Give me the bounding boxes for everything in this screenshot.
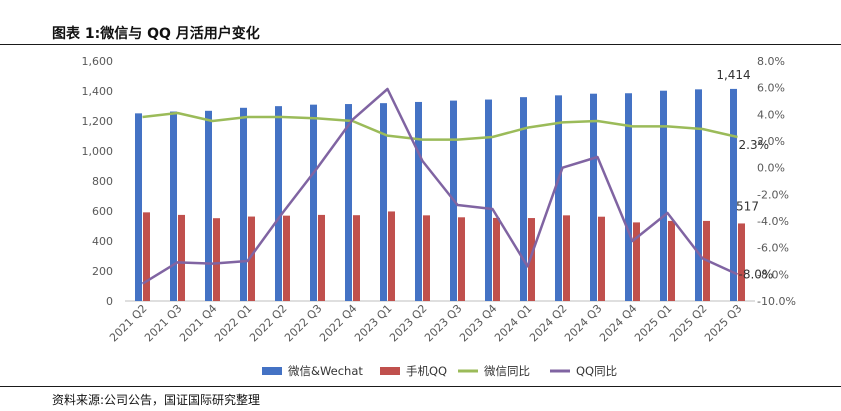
y-left-tick-label: 1,600 — [82, 55, 114, 68]
x-tick-label: 2022 Q4 — [317, 302, 360, 345]
x-tick-label: 2025 Q1 — [632, 302, 675, 345]
qq-bar — [528, 218, 535, 301]
chart-title: 图表 1:微信与 QQ 月活用户变化 — [52, 26, 260, 42]
wechat-bar — [310, 104, 317, 302]
x-tick-label: 2024 Q2 — [527, 302, 570, 345]
wechat-bar — [520, 97, 527, 302]
wechat-bar — [135, 113, 142, 301]
y-right-tick-label: 0.0% — [757, 162, 785, 175]
x-tick-label: 2024 Q4 — [597, 302, 640, 345]
x-tick-label: 2023 Q1 — [352, 302, 395, 345]
qq-bar — [143, 212, 150, 301]
x-tick-label: 2023 Q4 — [457, 302, 500, 345]
qq-bar — [318, 214, 325, 301]
legend-swatch — [262, 367, 282, 375]
y-left-tick-label: 600 — [92, 205, 113, 218]
wechat-bar — [625, 93, 632, 301]
wechat-bar — [485, 99, 492, 301]
y-right-tick-label: -4.0% — [757, 215, 789, 228]
x-tick-label: 2022 Q2 — [247, 302, 290, 345]
qq-bar — [668, 220, 675, 301]
legend-label: QQ同比 — [576, 364, 617, 378]
wechat-bar — [695, 89, 702, 301]
x-tick-label: 2022 Q3 — [282, 302, 325, 345]
y-left-tick-label: 1,000 — [82, 145, 114, 158]
y-left-tick-label: 1,400 — [82, 85, 114, 98]
y-right-tick-label: 6.0% — [757, 82, 785, 95]
wechat-growth-last-label: 2.3% — [739, 138, 770, 152]
qq-bar — [388, 211, 395, 301]
source-note: 资料来源:公司公告，国证国际研究整理 — [52, 393, 261, 407]
x-tick-label: 2021 Q4 — [177, 302, 220, 345]
legend-label: 微信&Wechat — [288, 364, 363, 378]
x-tick-label: 2025 Q2 — [667, 302, 710, 345]
y-right-tick-label: -2.0% — [757, 188, 789, 201]
x-tick-label: 2025 Q3 — [702, 302, 745, 345]
x-tick-label: 2021 Q2 — [107, 302, 150, 345]
title-bar: 图表 1:微信与 QQ 月活用户变化 — [0, 20, 841, 45]
qq-bar — [738, 223, 745, 301]
wechat-bar — [660, 90, 667, 301]
wechat-bar — [240, 107, 247, 301]
qq-bar — [598, 216, 605, 301]
qq-growth-line — [141, 87, 739, 285]
qq-bar — [423, 215, 430, 301]
wechat-bar — [345, 104, 352, 301]
wechat-bar — [590, 93, 597, 301]
qq-bar — [248, 216, 255, 301]
y-right-tick-label: -10.0% — [757, 295, 796, 308]
x-tick-label: 2023 Q2 — [387, 302, 430, 345]
qq-bar — [493, 217, 500, 301]
y-left-tick-label: 800 — [92, 175, 113, 188]
qq-bar — [178, 214, 185, 301]
qq-last-label: 517 — [736, 199, 759, 213]
wechat-bar — [415, 101, 422, 301]
qq-bar — [563, 215, 570, 301]
wechat-bar — [730, 88, 737, 302]
qq-bar — [283, 215, 290, 301]
qq-bar — [353, 215, 360, 301]
y-right-tick-label: -8.0% — [757, 268, 789, 281]
wechat-last-label: 1,414 — [716, 68, 750, 82]
y-right-tick-label: 8.0% — [757, 55, 785, 68]
wechat-bar — [205, 110, 212, 301]
wechat-bar — [380, 103, 387, 302]
x-tick-label: 2023 Q3 — [422, 302, 465, 345]
wechat-bar — [555, 95, 562, 301]
y-right-tick-label: 2.0% — [757, 135, 785, 148]
source-divider — [0, 386, 841, 387]
wechat-bar — [170, 111, 177, 301]
qq-bar — [213, 218, 220, 301]
qq-bar — [458, 217, 465, 301]
y-left-tick-label: 0 — [106, 295, 113, 308]
qq-bar — [633, 222, 640, 301]
legend-label: 手机QQ — [406, 364, 447, 378]
legend-label: 微信同比 — [484, 364, 530, 378]
x-tick-label: 2022 Q1 — [212, 302, 255, 345]
x-tick-label: 2021 Q3 — [142, 302, 185, 345]
y-left-tick-label: 400 — [92, 235, 113, 248]
wechat-growth-line — [142, 111, 738, 141]
qq-growth-last-label: -8.0% — [739, 267, 774, 281]
legend-swatch — [380, 367, 400, 375]
y-right-tick-label: 4.0% — [757, 108, 785, 121]
x-tick-label: 2024 Q3 — [562, 302, 605, 345]
x-tick-label: 2024 Q1 — [492, 302, 535, 345]
wechat-bar — [275, 106, 282, 302]
y-right-tick-label: -6.0% — [757, 242, 789, 255]
y-left-tick-label: 1,200 — [82, 115, 114, 128]
y-left-tick-label: 200 — [92, 265, 113, 278]
